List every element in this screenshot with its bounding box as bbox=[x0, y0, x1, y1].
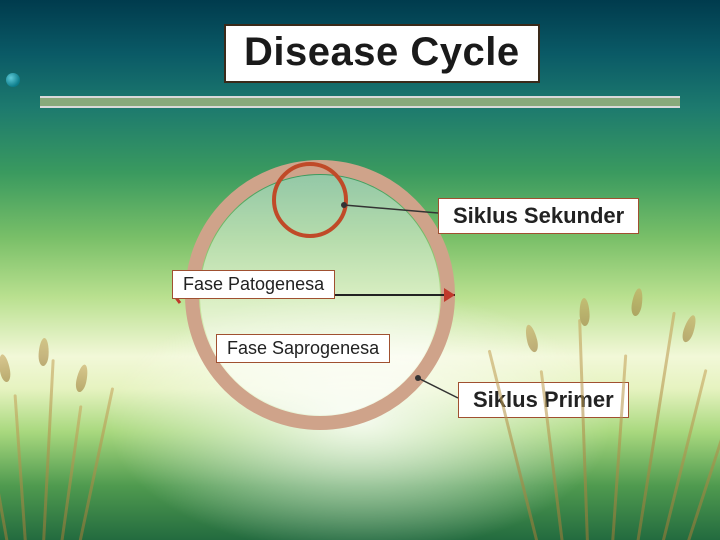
label-fase-patogenesa-text: Fase Patogenesa bbox=[183, 274, 324, 294]
header-dot-icon bbox=[6, 73, 20, 87]
pointer-dot-sekunder bbox=[341, 202, 347, 208]
label-fase-saprogenesa-text: Fase Saprogenesa bbox=[227, 338, 379, 358]
divider-end-arrow-icon bbox=[444, 288, 455, 302]
label-siklus-sekunder-text: Siklus Sekunder bbox=[453, 203, 624, 228]
pointer-dot-primer bbox=[415, 375, 421, 381]
label-siklus-primer: Siklus Primer bbox=[458, 382, 629, 418]
slide-title-text: Disease Cycle bbox=[244, 30, 520, 74]
label-fase-saprogenesa: Fase Saprogenesa bbox=[216, 334, 390, 363]
header-accent-bar bbox=[40, 96, 680, 108]
label-siklus-sekunder: Siklus Sekunder bbox=[438, 198, 639, 234]
label-fase-patogenesa: Fase Patogenesa bbox=[172, 270, 335, 299]
inner-cycle-ring bbox=[274, 164, 346, 236]
label-siklus-primer-text: Siklus Primer bbox=[473, 387, 614, 412]
slide-title: Disease Cycle bbox=[224, 24, 540, 83]
pointer-line-sekunder bbox=[344, 205, 438, 213]
grass-decoration-left bbox=[0, 344, 158, 540]
pointer-line-primer bbox=[418, 378, 458, 398]
